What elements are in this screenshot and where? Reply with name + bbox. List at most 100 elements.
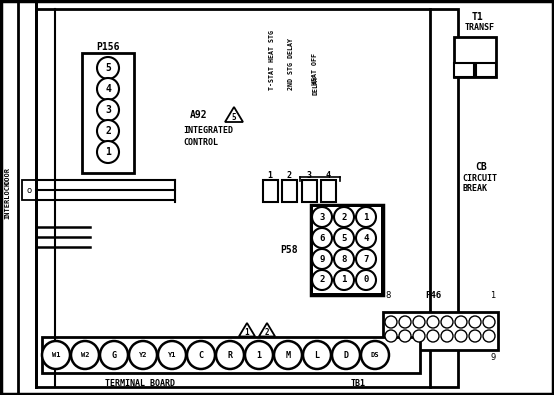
- Bar: [42, 337, 420, 373]
- Text: 16: 16: [383, 352, 393, 361]
- Text: 3: 3: [319, 213, 325, 222]
- Text: P58: P58: [280, 245, 298, 255]
- Circle shape: [483, 316, 495, 328]
- Polygon shape: [239, 323, 255, 337]
- Text: Y1: Y1: [168, 352, 176, 358]
- Text: 8: 8: [341, 254, 347, 263]
- Bar: [82, 53, 134, 173]
- Circle shape: [187, 341, 215, 369]
- Text: HEAT OFF: HEAT OFF: [312, 53, 318, 85]
- Text: 1: 1: [105, 147, 111, 157]
- Text: INTERLOCK: INTERLOCK: [4, 181, 10, 219]
- Circle shape: [455, 316, 467, 328]
- Polygon shape: [259, 323, 275, 337]
- Text: A92: A92: [190, 110, 208, 120]
- Text: BREAK: BREAK: [462, 184, 487, 192]
- Circle shape: [334, 207, 354, 227]
- Text: 5: 5: [105, 63, 111, 73]
- Text: 2ND STG DELAY: 2ND STG DELAY: [288, 38, 294, 90]
- Circle shape: [427, 316, 439, 328]
- Text: 1: 1: [268, 171, 273, 179]
- Circle shape: [312, 270, 332, 290]
- Text: 7: 7: [363, 254, 369, 263]
- Text: L: L: [315, 350, 320, 359]
- Circle shape: [332, 341, 360, 369]
- Bar: [22, 180, 36, 200]
- Circle shape: [356, 228, 376, 248]
- Circle shape: [427, 330, 439, 342]
- Polygon shape: [225, 107, 243, 122]
- Circle shape: [385, 330, 397, 342]
- Text: TB1: TB1: [351, 378, 366, 387]
- Circle shape: [399, 316, 411, 328]
- Text: 4: 4: [326, 171, 331, 179]
- Circle shape: [413, 330, 425, 342]
- Circle shape: [97, 78, 119, 100]
- Text: 4: 4: [363, 233, 369, 243]
- Circle shape: [71, 341, 99, 369]
- Text: 6: 6: [319, 233, 325, 243]
- Text: o: o: [27, 186, 32, 194]
- Circle shape: [97, 120, 119, 142]
- Text: TERMINAL BOARD: TERMINAL BOARD: [105, 378, 175, 387]
- Text: 3: 3: [306, 171, 311, 179]
- Text: 3: 3: [105, 105, 111, 115]
- Text: 1: 1: [363, 213, 369, 222]
- Text: 9: 9: [319, 254, 325, 263]
- Text: INTEGRATED: INTEGRATED: [183, 126, 233, 135]
- Text: 5: 5: [232, 113, 237, 122]
- Circle shape: [334, 270, 354, 290]
- Circle shape: [245, 341, 273, 369]
- Circle shape: [97, 57, 119, 79]
- Text: DELAY: DELAY: [312, 75, 318, 95]
- Circle shape: [356, 270, 376, 290]
- Circle shape: [455, 330, 467, 342]
- Text: W2: W2: [81, 352, 89, 358]
- Bar: [383, 312, 498, 350]
- Text: DS: DS: [371, 352, 379, 358]
- Bar: [313, 207, 381, 293]
- Circle shape: [483, 330, 495, 342]
- Circle shape: [216, 341, 244, 369]
- Circle shape: [312, 228, 332, 248]
- Circle shape: [469, 316, 481, 328]
- Circle shape: [303, 341, 331, 369]
- Text: 1: 1: [341, 275, 347, 284]
- Text: T1: T1: [472, 12, 484, 22]
- Text: 2: 2: [265, 328, 269, 337]
- Circle shape: [42, 341, 70, 369]
- Text: Y2: Y2: [138, 352, 147, 358]
- Text: C: C: [198, 350, 203, 359]
- Circle shape: [312, 207, 332, 227]
- Circle shape: [356, 249, 376, 269]
- Bar: [282, 180, 297, 202]
- Text: CONTROL: CONTROL: [183, 137, 218, 147]
- Text: W1: W1: [52, 352, 60, 358]
- Text: M: M: [285, 350, 290, 359]
- Bar: [454, 37, 496, 77]
- Text: TRANSF: TRANSF: [465, 23, 495, 32]
- Circle shape: [158, 341, 186, 369]
- Circle shape: [129, 341, 157, 369]
- Text: DOOR: DOOR: [4, 167, 10, 184]
- Text: 1: 1: [257, 350, 261, 359]
- Text: D: D: [343, 350, 348, 359]
- Text: P46: P46: [425, 292, 441, 301]
- Bar: [311, 205, 383, 295]
- Text: CIRCUIT: CIRCUIT: [462, 173, 497, 182]
- Text: 9: 9: [490, 352, 496, 361]
- Bar: [263, 180, 278, 202]
- Text: 2: 2: [341, 213, 347, 222]
- Bar: [36, 9, 458, 387]
- Text: 1: 1: [490, 292, 496, 301]
- Circle shape: [334, 228, 354, 248]
- Circle shape: [97, 99, 119, 121]
- Circle shape: [274, 341, 302, 369]
- Circle shape: [385, 316, 397, 328]
- Bar: [321, 180, 336, 202]
- Bar: [302, 180, 317, 202]
- Text: 1: 1: [245, 328, 249, 337]
- Text: P156: P156: [96, 42, 120, 52]
- Circle shape: [441, 316, 453, 328]
- Text: 2: 2: [105, 126, 111, 136]
